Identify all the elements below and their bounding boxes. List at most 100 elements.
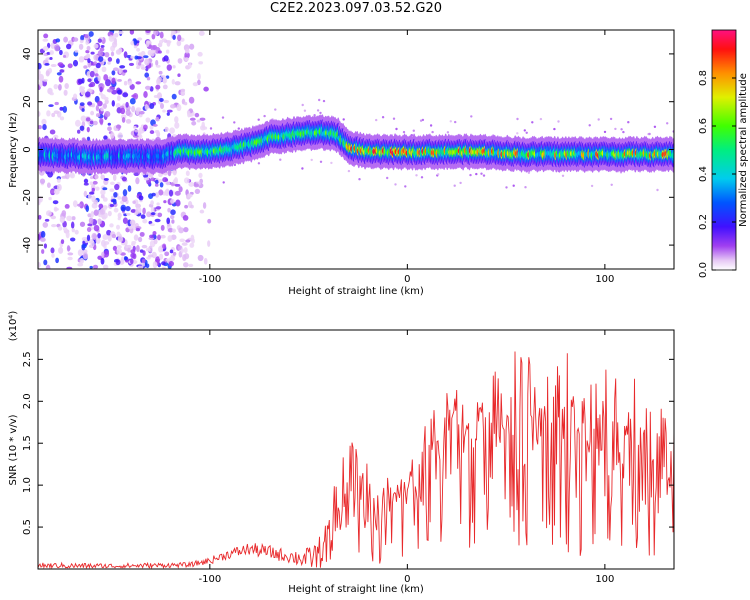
- heatmap-cell: [149, 102, 155, 110]
- heatmap-cell: [116, 224, 120, 230]
- heatmap-cell: [150, 212, 156, 216]
- heatmap-cell: [233, 163, 237, 167]
- heatmap-cell: [180, 248, 184, 254]
- heatmap-cell: [151, 192, 156, 197]
- heatmap-cell: [610, 183, 613, 186]
- heatmap-cell: [155, 206, 162, 210]
- heatmap-cell: [189, 242, 195, 248]
- heatmap-cell: [117, 132, 123, 140]
- heatmap-cell: [188, 62, 192, 69]
- heatmap-cell: [118, 259, 125, 265]
- heatmap-cell: [117, 78, 122, 82]
- heatmap-cell: [130, 249, 136, 254]
- heatmap-cell: [94, 73, 99, 77]
- chart-title: C2E2.2023.097.03.52.G20: [269, 1, 443, 16]
- heatmap-cell: [147, 254, 154, 258]
- heatmap-cell: [132, 125, 137, 129]
- heatmap-cell: [115, 103, 121, 109]
- heatmap-cell: [137, 236, 143, 243]
- heatmap-cell: [203, 86, 209, 92]
- heatmap-cell: [49, 129, 56, 135]
- heatmap-cell: [146, 76, 151, 81]
- heatmap-cell: [153, 238, 158, 245]
- heatmap-cell: [237, 127, 240, 130]
- heatmap-cell: [69, 237, 76, 242]
- heatmap-cell: [176, 104, 182, 112]
- heatmap-cell: [136, 47, 141, 52]
- heatmap-cell: [475, 172, 478, 176]
- heatmap-cell: [160, 234, 166, 239]
- heatmap-cell: [453, 184, 456, 187]
- heatmap-cell: [162, 76, 168, 84]
- heatmap-cell: [83, 182, 89, 186]
- heatmap-cell: [117, 212, 122, 219]
- bottom-plot-frame: [37, 329, 675, 570]
- y-tick-label: 1.5: [22, 435, 33, 451]
- heatmap-cell: [163, 200, 167, 204]
- heatmap-cell: [86, 126, 90, 133]
- heatmap-cell: [166, 217, 171, 225]
- heatmap-cell: [119, 65, 126, 69]
- heatmap-cell: [402, 130, 406, 134]
- heatmap-cell: [174, 190, 181, 196]
- heatmap-cell: [185, 170, 190, 177]
- heatmap-cell: [140, 214, 146, 219]
- heatmap-cell: [130, 55, 134, 59]
- heatmap-cell: [104, 99, 109, 105]
- heatmap-cell: [123, 80, 128, 86]
- heatmap-cell: [86, 234, 91, 242]
- heatmap-cell: [97, 100, 103, 107]
- heatmap-cell: [115, 259, 121, 266]
- heatmap-cell: [164, 251, 170, 257]
- heatmap-cell: [148, 237, 155, 241]
- heatmap-cell: [81, 243, 87, 249]
- heatmap-cell: [107, 234, 112, 242]
- heatmap-cell: [620, 128, 623, 131]
- heatmap-cell: [107, 122, 111, 126]
- heatmap-cell: [43, 259, 48, 266]
- heatmap-cell: [221, 116, 225, 119]
- top-x-axis-label: Height of straight line (km): [288, 286, 424, 297]
- heatmap-cell: [90, 240, 95, 248]
- heatmap-cell: [166, 64, 172, 71]
- heatmap-cell: [419, 119, 423, 122]
- heatmap-cell: [123, 69, 128, 73]
- heatmap-cell: [116, 248, 123, 255]
- heatmap-cell: [197, 51, 203, 57]
- heatmap-cell: [50, 63, 57, 68]
- heatmap-cell: [40, 230, 46, 238]
- heatmap-cell: [123, 51, 128, 59]
- heatmap-cell: [38, 73, 44, 82]
- heatmap-cell: [89, 81, 96, 88]
- heatmap-cell: [49, 50, 54, 55]
- heatmap-cell: [107, 126, 112, 131]
- heatmap-cell: [93, 43, 99, 49]
- heatmap-cell: [145, 247, 151, 252]
- heatmap-cell: [381, 116, 385, 119]
- heatmap-cell: [100, 94, 106, 100]
- heatmap-cell: [100, 194, 105, 199]
- heatmap-cell: [67, 63, 73, 69]
- heatmap-cell: [404, 185, 407, 188]
- heatmap-cell: [666, 122, 669, 125]
- heatmap-cell: [597, 118, 600, 121]
- heatmap-cell: [171, 30, 176, 36]
- y-tick-label: 0: [22, 146, 33, 152]
- heatmap-cell: [100, 257, 105, 265]
- heatmap-cell: [97, 75, 101, 82]
- heatmap-cell: [83, 178, 89, 184]
- heatmap-cell: [67, 252, 74, 256]
- heatmap-cell: [67, 256, 73, 261]
- heatmap-cell: [86, 71, 91, 78]
- heatmap-cell: [97, 232, 101, 239]
- heatmap-cell: [38, 233, 41, 241]
- heatmap-cell: [165, 258, 172, 262]
- heatmap-cell: [38, 125, 42, 130]
- heatmap-cell: [90, 110, 95, 116]
- heatmap-cell: [86, 53, 91, 60]
- heatmap-cell: [161, 38, 167, 43]
- heatmap-cell: [176, 40, 182, 47]
- heatmap-cell: [57, 226, 63, 231]
- heatmap-cell: [45, 70, 50, 77]
